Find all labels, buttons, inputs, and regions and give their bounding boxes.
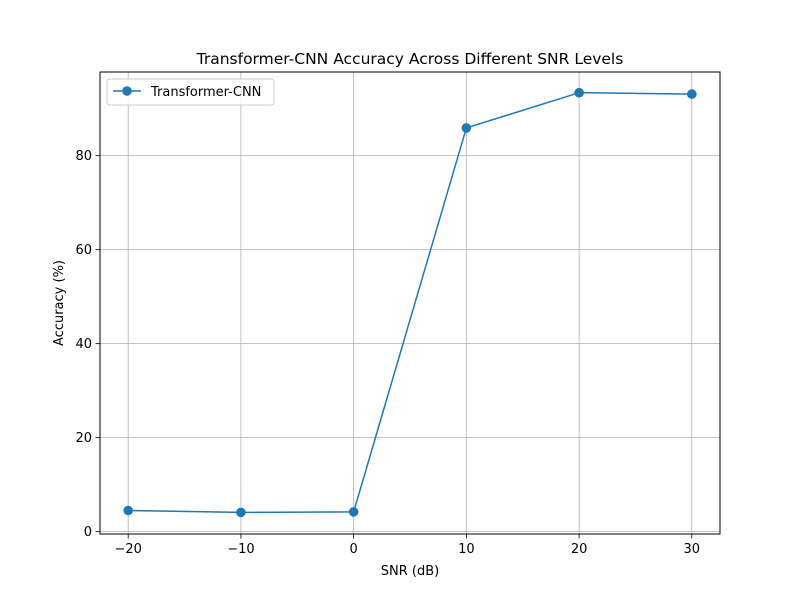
legend: Transformer-CNN [106,78,275,106]
legend-series-marker [122,86,132,96]
data-point [461,123,472,133]
y-tick-label: 20 [75,431,92,446]
series-line [128,91,692,514]
ticks: −20 −10 0 10 20 30 0 20 40 60 80 [75,149,700,557]
y-tick-label: 60 [75,243,92,258]
y-axis-label: Accuracy (%) [52,260,67,346]
x-tick-label: 20 [571,542,588,557]
data-point [123,505,133,516]
data-point [236,507,246,518]
plot-area-frame [99,71,721,535]
grid [100,72,720,534]
x-tick-label: 10 [458,542,475,557]
x-tick-label: 0 [349,542,357,557]
x-tick-label: −20 [114,542,141,557]
data-point [574,87,584,98]
series-layer [123,87,697,518]
y-tick-label: 0 [84,525,92,540]
x-tick-label: 30 [684,542,701,557]
legend-box [106,78,275,106]
x-axis-label: SNR (dB) [381,564,439,579]
y-tick-label: 80 [75,149,92,164]
data-point [687,89,697,99]
legend-series-label: Transformer-CNN [150,85,261,100]
data-point [348,507,359,517]
chart-title: Transformer-CNN Accuracy Across Differen… [196,50,624,68]
y-tick-label: 40 [75,337,92,352]
x-tick-label: −10 [227,542,254,557]
